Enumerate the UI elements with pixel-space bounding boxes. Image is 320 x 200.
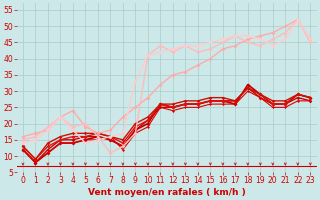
X-axis label: Vent moyen/en rafales ( km/h ): Vent moyen/en rafales ( km/h ) — [88, 188, 245, 197]
